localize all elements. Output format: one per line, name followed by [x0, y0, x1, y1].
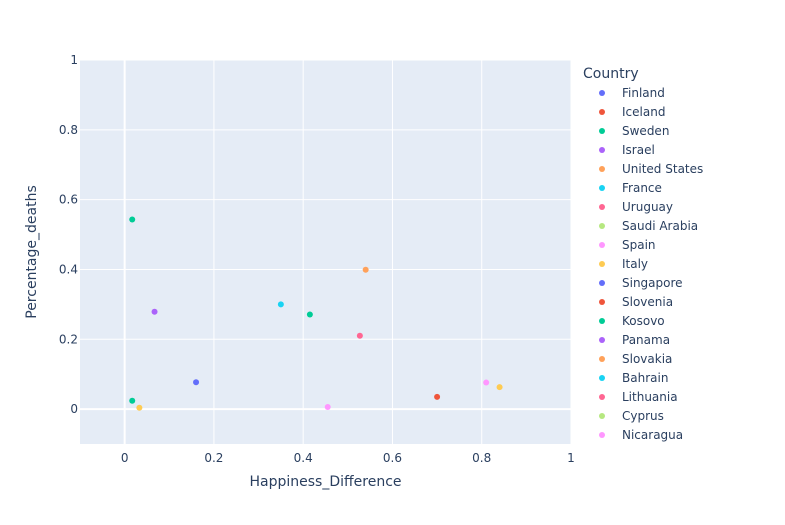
- y-tick-label: 0.6: [59, 193, 78, 207]
- data-point-spain[interactable]: [324, 403, 331, 410]
- legend-label: Lithuania: [622, 390, 678, 404]
- legend-label: France: [622, 181, 662, 195]
- legend-item-cyprus[interactable]: Cyprus: [599, 409, 664, 423]
- plot-area: [80, 60, 571, 444]
- legend-marker: [599, 204, 605, 210]
- legend-item-nicaragua[interactable]: Nicaragua: [599, 428, 683, 442]
- data-point-italy[interactable]: [496, 384, 503, 391]
- legend-label: Italy: [622, 257, 648, 271]
- legend-item-united-states[interactable]: United States: [599, 162, 703, 176]
- legend-item-italy[interactable]: Italy: [599, 257, 648, 271]
- y-tick-label: 0: [70, 402, 78, 416]
- legend-marker: [599, 299, 605, 305]
- legend-label: Slovenia: [622, 295, 673, 309]
- data-point-kosovo[interactable]: [306, 311, 313, 318]
- legend-marker: [599, 223, 605, 229]
- legend-label: Sweden: [622, 124, 669, 138]
- legend-marker: [599, 109, 605, 115]
- legend-item-saudi-arabia[interactable]: Saudi Arabia: [599, 219, 698, 233]
- legend-label: Kosovo: [622, 314, 665, 328]
- legend-label: Nicaragua: [622, 428, 683, 442]
- legend-item-iceland[interactable]: Iceland: [599, 105, 665, 119]
- data-point-italy[interactable]: [136, 404, 143, 411]
- data-points: [129, 216, 503, 411]
- legend-label: Israel: [622, 143, 655, 157]
- legend-item-slovakia[interactable]: Slovakia: [599, 352, 672, 366]
- legend-marker: [599, 166, 605, 172]
- legend-item-lithuania[interactable]: Lithuania: [599, 390, 678, 404]
- legend-label: Uruguay: [622, 200, 673, 214]
- legend-label: Slovakia: [622, 352, 672, 366]
- data-point-sweden[interactable]: [129, 216, 136, 223]
- legend-marker: [599, 413, 605, 419]
- legend-item-uruguay[interactable]: Uruguay: [599, 200, 673, 214]
- legend-marker: [599, 337, 605, 343]
- x-axis-title: Happiness_Difference: [249, 474, 401, 490]
- x-tick-label: 0.4: [294, 451, 313, 465]
- x-tick-labels: 0 0.2 0.4 0.6 0.8 1: [121, 451, 575, 465]
- data-point-uruguay[interactable]: [356, 332, 363, 339]
- x-tick-label: 0.8: [472, 451, 491, 465]
- legend-marker: [599, 147, 605, 153]
- legend-marker: [599, 90, 605, 96]
- legend-label: Cyprus: [622, 409, 664, 423]
- legend-label: United States: [622, 162, 703, 176]
- legend-label: Finland: [622, 86, 665, 100]
- legend-marker: [599, 356, 605, 362]
- y-tick-labels: 0 0.2 0.4 0.6 0.8 1: [59, 53, 78, 416]
- y-tick-label: 1: [70, 53, 78, 67]
- data-point-france[interactable]: [277, 301, 284, 308]
- legend-label: Panama: [622, 333, 670, 347]
- x-tick-label: 0.2: [204, 451, 223, 465]
- legend-item-bahrain[interactable]: Bahrain: [599, 371, 668, 385]
- data-point-israel[interactable]: [151, 308, 158, 315]
- data-point-united-states[interactable]: [362, 266, 369, 273]
- legend-label: Iceland: [622, 105, 665, 119]
- legend-marker: [599, 375, 605, 381]
- legend-title: Country: [583, 66, 639, 82]
- y-tick-label: 0.4: [59, 262, 78, 276]
- legend-item-france[interactable]: France: [599, 181, 662, 195]
- legend-marker: [599, 432, 605, 438]
- x-tick-label: 1: [567, 451, 575, 465]
- grid-lines: [80, 59, 572, 444]
- data-point-kosovo[interactable]: [129, 397, 136, 404]
- legend-label: Spain: [622, 238, 656, 252]
- legend-marker: [599, 318, 605, 324]
- legend-item-kosovo[interactable]: Kosovo: [599, 314, 665, 328]
- legend-label: Singapore: [622, 276, 683, 290]
- legend-marker: [599, 128, 605, 134]
- legend-marker: [599, 280, 605, 286]
- y-tick-label: 0.2: [59, 332, 78, 346]
- data-point-nicaragua[interactable]: [483, 379, 490, 386]
- data-point-iceland[interactable]: [434, 393, 441, 400]
- legend-item-singapore[interactable]: Singapore: [599, 276, 683, 290]
- legend-marker: [599, 261, 605, 267]
- y-tick-label: 0.8: [59, 123, 78, 137]
- legend-label: Saudi Arabia: [622, 219, 698, 233]
- data-point-finland[interactable]: [193, 379, 200, 386]
- legend-item-sweden[interactable]: Sweden: [599, 124, 669, 138]
- x-tick-label: 0.6: [383, 451, 402, 465]
- legend-item-finland[interactable]: Finland: [599, 86, 665, 100]
- legend-label: Bahrain: [622, 371, 668, 385]
- legend-marker: [599, 242, 605, 248]
- legend-item-panama[interactable]: Panama: [599, 333, 670, 347]
- legend-item-slovenia[interactable]: Slovenia: [599, 295, 673, 309]
- y-axis-title: Percentage_deaths: [24, 185, 40, 319]
- legend-item-israel[interactable]: Israel: [599, 143, 655, 157]
- x-tick-label: 0: [121, 451, 129, 465]
- legend-item-spain[interactable]: Spain: [599, 238, 656, 252]
- legend[interactable]: Finland Iceland Sweden Israel United States F…: [599, 86, 703, 442]
- legend-marker: [599, 185, 605, 191]
- legend-marker: [599, 394, 605, 400]
